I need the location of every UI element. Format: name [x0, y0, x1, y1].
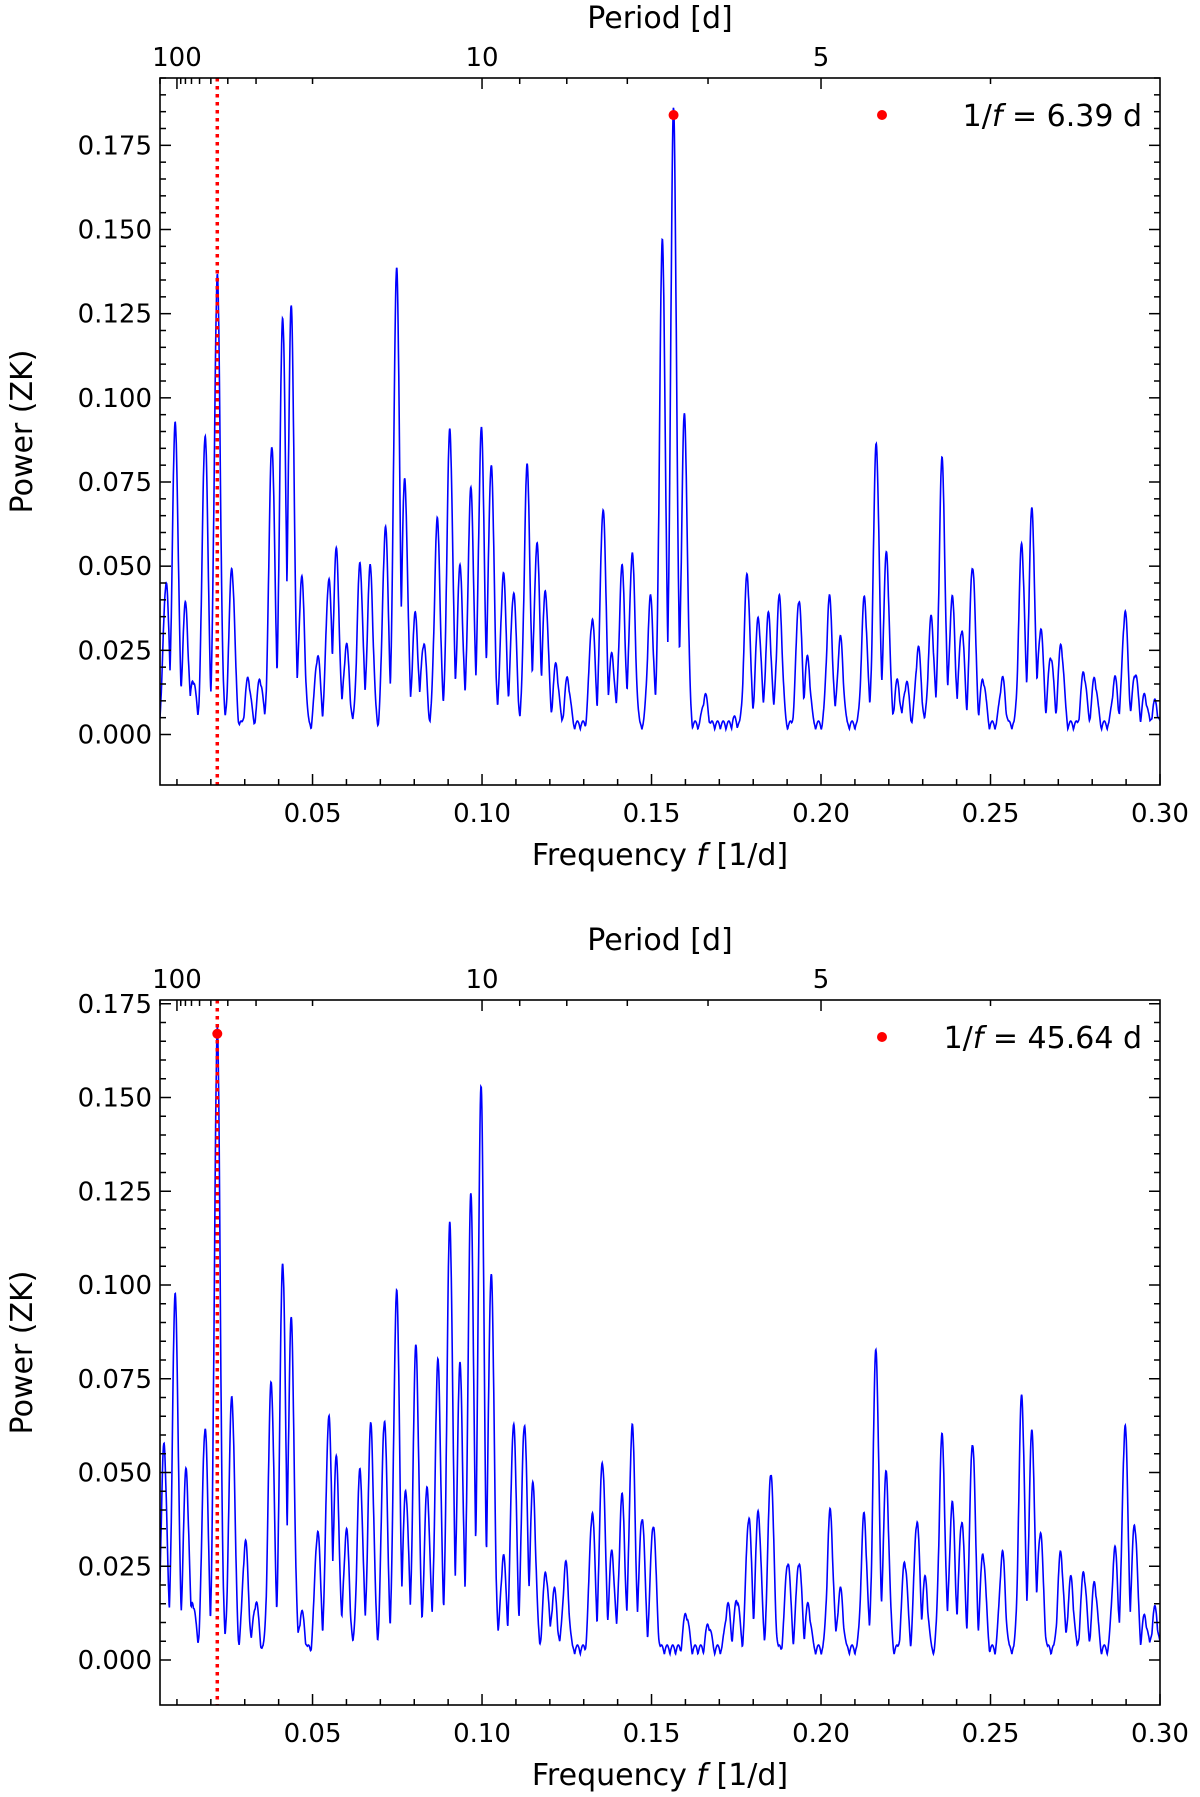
x-tick-label: 0.25 [962, 799, 1020, 829]
y-tick-label: 0.100 [78, 1271, 152, 1301]
x-tick-label: 0.30 [1131, 799, 1189, 829]
x-tick-label: 0.05 [284, 799, 342, 829]
y-tick-label: 0.050 [78, 552, 152, 582]
top-axis-label: Period [d] [587, 1, 733, 36]
y-tick-label: 0.150 [78, 216, 152, 246]
y-axis-label: Power (ZK) [5, 1271, 40, 1435]
y-tick-label: 0.150 [78, 1084, 152, 1114]
top-period-tick-label: 5 [813, 965, 830, 995]
y-tick-label: 0.050 [78, 1459, 152, 1489]
x-tick-label: 0.10 [453, 1719, 511, 1749]
x-tick-label: 0.20 [792, 799, 850, 829]
x-tick-label: 0.15 [623, 799, 681, 829]
top-periodogram-panel: 0.05 0.10 0.15 0.20 0.25 0.30 0.000 0.025 0.050 0… [5, 1, 1189, 873]
plot-frame [159, 999, 1161, 1706]
x-tick-label: 0.15 [623, 1719, 681, 1749]
y-tick-label: 0.125 [78, 1177, 152, 1207]
peak-marker [668, 110, 679, 121]
x-axis-label: Frequency f [1/d] [532, 838, 788, 873]
peak-marker [212, 1028, 223, 1039]
y-tick-label: 0.075 [78, 468, 152, 498]
x-tick-label: 0.30 [1131, 1719, 1189, 1749]
y-axis-label: Power (ZK) [5, 350, 40, 514]
y-tick-label: 0.075 [78, 1365, 152, 1395]
top-period-tick-label: 10 [465, 43, 498, 73]
power-spectrum-line [160, 1026, 1160, 1658]
top-axis-label: Period [d] [587, 923, 733, 958]
y-tick-label: 0.100 [78, 384, 152, 414]
x-tick-label: 0.05 [284, 1719, 342, 1749]
top-period-tick-label: 100 [152, 965, 202, 995]
y-tick-label: 0.175 [78, 990, 152, 1020]
top-period-tick-label: 10 [465, 965, 498, 995]
top-period-tick-label: 5 [813, 43, 830, 73]
legend-label: 1/f = 45.64 d [944, 1021, 1142, 1056]
x-tick-label: 0.25 [962, 1719, 1020, 1749]
bottom-periodogram-panel: 0.05 0.10 0.15 0.20 0.25 0.30 0.000 0.025 0.050 0… [5, 923, 1189, 1793]
legend-marker [877, 1032, 887, 1042]
x-tick-label: 0.20 [792, 1719, 850, 1749]
legend-marker [877, 110, 887, 120]
top-period-tick-label: 100 [152, 43, 202, 73]
y-tick-label: 0.125 [78, 300, 152, 330]
y-tick-label: 0.000 [78, 1646, 152, 1676]
power-spectrum-line [160, 107, 1160, 733]
y-tick-label: 0.025 [78, 636, 152, 666]
legend-label: 1/f = 6.39 d [963, 99, 1142, 134]
x-tick-label: 0.10 [453, 799, 511, 829]
y-tick-label: 0.175 [78, 131, 152, 161]
y-tick-label: 0.025 [78, 1552, 152, 1582]
y-tick-label: 0.000 [78, 721, 152, 751]
x-axis-label: Frequency f [1/d] [532, 1758, 788, 1793]
